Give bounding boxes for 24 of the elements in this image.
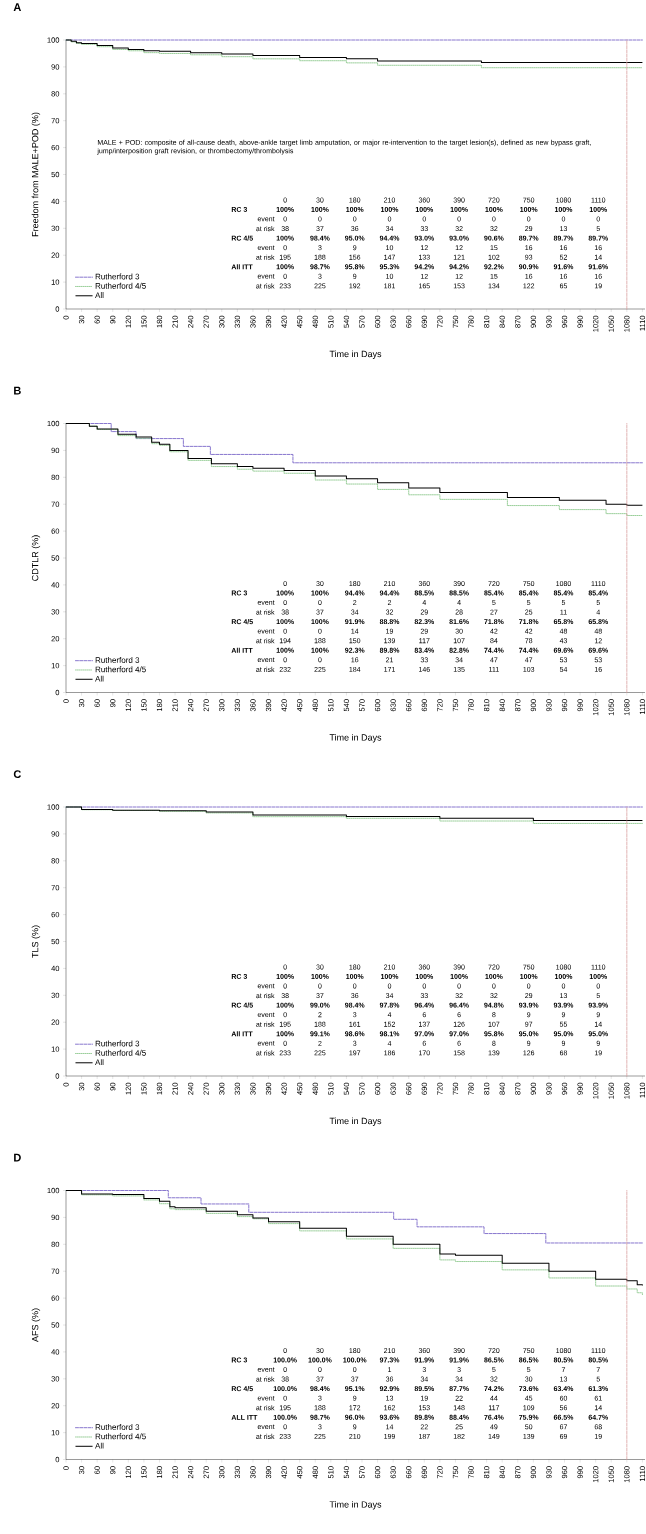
legend-label: All <box>95 292 104 298</box>
chart-title: A <box>13 3 22 11</box>
x-axis-title: Time in Days <box>329 1501 382 1510</box>
x-axis-title: Time in Days <box>329 734 382 743</box>
legend-label: Rutherford 3 <box>95 657 140 663</box>
x-axis-title: Time in Days <box>329 350 382 359</box>
legend-label: Rutherford 4/5 <box>95 1049 146 1056</box>
y-axis-title: TLS (%) <box>31 925 41 958</box>
y-axis-title: AFS (%) <box>31 1308 41 1342</box>
legend-label: Rutherford 4/5 <box>95 282 146 289</box>
legend-label: Rutherford 3 <box>95 1040 140 1047</box>
y-axis-title: CDTLR (%) <box>31 535 41 581</box>
legend-label: Rutherford 3 <box>95 273 140 280</box>
chart-title: D <box>14 1153 21 1162</box>
legend-label: Rutherford 4/5 <box>95 1433 146 1440</box>
y-axis-title: Freedom from MALE+POD (%) <box>31 112 41 237</box>
legend-label: All <box>95 675 104 682</box>
legend-label: Rutherford 3 <box>95 1424 140 1430</box>
chart-title: C <box>13 770 22 779</box>
legend-label: All <box>95 1442 104 1449</box>
legend-label: All <box>95 1059 104 1065</box>
legend-label: Rutherford 4/5 <box>95 666 146 673</box>
chart-title: B <box>14 386 21 395</box>
x-axis-title: Time in Days <box>329 1117 382 1126</box>
